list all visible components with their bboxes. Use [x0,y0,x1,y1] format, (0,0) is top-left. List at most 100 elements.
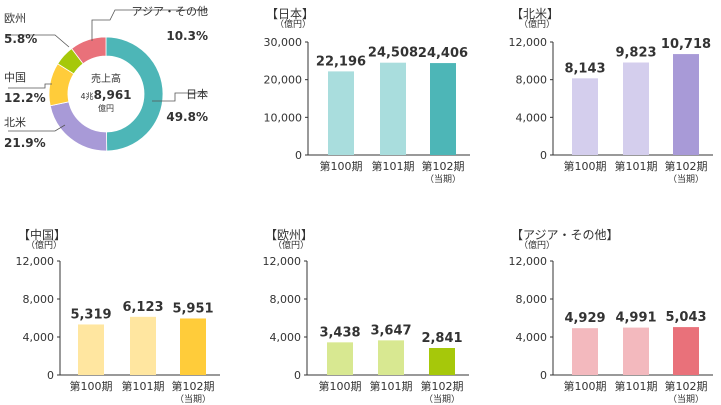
bar [673,327,699,375]
y-tick-label: 0 [294,369,301,382]
bar-value-label: 3,647 [370,323,411,338]
bar-value-label: 4,929 [564,311,605,326]
bar-value-label: 22,196 [316,54,366,69]
y-axis-unit: （億円） [519,18,555,30]
bar [180,318,206,375]
y-tick-label: 20,000 [264,74,303,87]
y-tick-label: 0 [295,149,302,162]
slice-label-north-america: 北米 [4,116,26,129]
x-category-label: 第100期 [564,379,607,393]
sales-donut-chart: 売上高 4兆8,961 億円 日本 49.8% 北米 21.9% 中国 12.2… [4,5,208,152]
bar-charts: 【日本】（億円）010,00020,00030,00022,196第100期24… [16,7,713,405]
y-tick-label: 12,000 [16,255,55,268]
bar-value-label: 2,841 [421,331,462,346]
x-category-label: 第102期 [172,379,215,393]
bar [673,54,699,155]
bar-value-label: 24,406 [418,46,468,61]
slice-label-japan: 日本 [186,87,208,101]
y-tick-label: 4,000 [516,331,548,344]
y-tick-label: 8,000 [516,293,548,306]
y-tick-label: 8,000 [516,74,548,87]
bar [572,328,598,375]
slice-pct-asia-other: 10.3% [166,29,208,43]
bar [623,327,649,375]
x-category-sublabel: （当期） [424,393,460,405]
bar [623,62,649,155]
x-category-sublabel: （当期） [668,393,704,405]
x-category-label: 第102期 [665,159,708,173]
slice-pct-japan: 49.8% [166,110,208,124]
y-tick-label: 30,000 [264,36,303,49]
donut-center-amount: 8,961 [94,88,132,102]
x-category-label: 第101期 [615,159,658,173]
y-tick-label: 4,000 [270,331,302,344]
slice-label-china: 中国 [4,71,26,84]
x-category-label: 第100期 [319,379,362,393]
bar [429,348,455,375]
bar-chart-asia-other: 【アジア・その他】（億円） 0 4,000 8,000 12,000 4,929 第100期… [509,228,713,405]
bar-value-label: 5,951 [172,301,213,316]
y-axis-unit: （億円） [273,239,309,251]
chart-title: 【日本】 [266,7,314,21]
x-category-sublabel: （当期） [668,173,704,185]
donut-center-amount-line: 4兆8,961 [80,88,131,102]
slice-label-europe: 欧州 [4,12,26,25]
chart-title: 【北米】 [511,7,559,21]
slice-pct-europe: 5.8% [4,32,37,46]
donut-slices [48,36,164,152]
bar-value-label: 3,438 [319,325,360,340]
x-category-label: 第101期 [370,379,413,393]
x-category-label: 第100期 [564,159,607,173]
y-tick-label: 8,000 [270,293,302,306]
y-tick-label: 10,000 [264,111,303,124]
bar-value-label: 5,043 [665,310,706,325]
bar-chart-north-america: 【北米】（億円） 0 4,000 8,000 12,000 8,143 第100期 9,823… [509,7,713,185]
bar [378,340,404,375]
slice-label-asia-other: アジア・その他 [131,5,208,18]
bar-chart-japan: 【日本】（億円） 0 10,000 20,000 30,000 22,196 第100期 24… [264,7,470,185]
bar [572,78,598,155]
y-axis-unit: （億円） [519,239,555,251]
bar-value-label: 24,508 [368,46,418,61]
bar-chart-china: 【中国】（億円） 0 4,000 8,000 12,000 5,319 第100期 6,123… [16,227,220,405]
bar-value-label: 8,143 [564,61,605,76]
x-category-label: 第101期 [372,159,415,173]
donut-center-label: 売上高 [91,72,121,85]
donut-slice-japan [105,36,164,152]
bar-chart-europe: 【欧州】（億円） 0 4,000 8,000 12,000 3,438 第100期 3,647… [263,228,469,405]
y-axis-unit: （億円） [26,239,62,251]
y-tick-label: 4,000 [23,331,55,344]
y-tick-label: 8,000 [23,293,55,306]
y-tick-label: 12,000 [509,36,548,49]
donut-center-amount-prefix: 4兆 [80,91,93,101]
x-category-label: 第102期 [422,159,465,173]
x-category-label: 第100期 [320,159,363,173]
chart-title: 【中国】 [18,227,66,242]
bar [328,71,354,155]
bar [78,324,104,375]
bar-value-label: 10,718 [661,37,711,52]
bar [430,63,456,155]
y-tick-label: 0 [540,369,547,382]
donut-slice-asia [71,36,107,65]
bar-value-label: 9,823 [615,46,656,61]
bar [327,342,353,375]
x-category-label: 第101期 [615,379,658,393]
y-tick-label: 12,000 [509,255,548,268]
bar-value-label: 4,991 [615,311,656,326]
chart-title: 【欧州】 [265,228,313,242]
donut-center-unit: 億円 [98,103,114,113]
slice-pct-north-america: 21.9% [4,136,46,150]
y-tick-label: 0 [540,149,547,162]
x-category-label: 第102期 [421,379,464,393]
y-axis-unit: （億円） [275,18,311,30]
x-category-label: 第102期 [665,379,708,393]
bar [130,316,156,375]
x-category-label: 第100期 [70,379,113,393]
bar-value-label: 6,123 [122,300,163,315]
x-category-label: 第101期 [122,379,165,393]
donut-leader-lines [8,9,208,132]
chart-title: 【アジア・その他】 [511,228,619,242]
y-tick-label: 0 [47,369,54,382]
